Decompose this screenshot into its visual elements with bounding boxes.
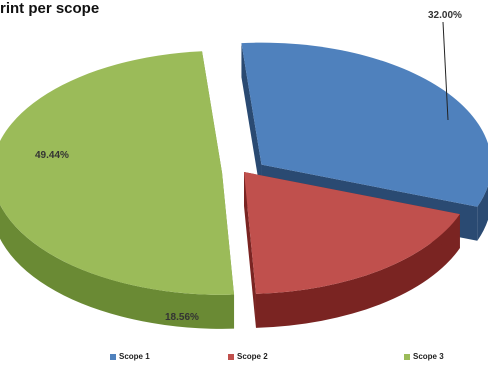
legend-item-scope-3: Scope 3 xyxy=(404,352,444,361)
scope-1-leader-line xyxy=(442,21,449,121)
chart-title: rint per scope xyxy=(0,0,100,17)
scope-3-slice xyxy=(0,51,235,295)
scope-1-data-label: 32.00% xyxy=(428,10,462,21)
scope-2-side xyxy=(255,214,460,328)
legend-label-scope-3: Scope 3 xyxy=(413,352,444,361)
legend-item-scope-2: Scope 2 xyxy=(228,352,268,361)
scope-2-swatch xyxy=(228,353,234,360)
pie-chart: 32.00% 18.56% 49.44% xyxy=(0,10,488,329)
scope-2-edge xyxy=(244,172,256,328)
scope-2-data-label: 18.56% xyxy=(165,312,199,323)
legend-label-scope-2: Scope 2 xyxy=(237,352,268,361)
legend-item-scope-1: Scope 1 xyxy=(110,352,150,361)
legend-label-scope-1: Scope 1 xyxy=(119,352,150,361)
scope-1-slice xyxy=(241,42,488,207)
scope-2-slice xyxy=(244,172,460,294)
scope-1-edge xyxy=(241,43,262,199)
scope-3-data-label: 49.44% xyxy=(35,150,69,161)
legend: Scope 1 Scope 2 Scope 3 xyxy=(0,352,488,366)
scope-1-side xyxy=(477,185,488,241)
scope-3-side xyxy=(0,204,235,329)
pie-slices xyxy=(0,42,488,329)
scope-1-swatch xyxy=(110,353,116,360)
scope-3-swatch xyxy=(404,353,410,360)
